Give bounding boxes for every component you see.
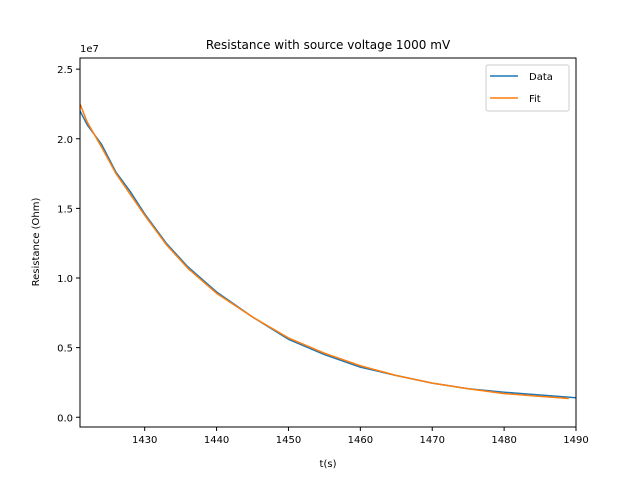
y-axis-label: Resistance (Ohm): [31, 197, 42, 286]
legend-label-fit: Fit: [529, 94, 541, 105]
series-line-fit: [80, 103, 569, 400]
series-layer: [80, 103, 576, 400]
x-tick-label: 1440: [204, 435, 229, 446]
y-tick-label: 0.5: [57, 344, 73, 355]
y-tick-label: 0.0: [57, 413, 73, 424]
y-tick-label: 2.0: [57, 135, 73, 146]
ticks-layer: 1430 1440 1450 1460 1470 1480 1490 0.0 0.5 1.0 1.5…: [57, 65, 589, 446]
legend-label-data: Data: [529, 72, 553, 83]
y-tick-label: 2.5: [57, 65, 73, 76]
legend-box: [485, 64, 570, 112]
y-tick-label: 1.0: [57, 274, 73, 285]
x-tick-label: 1450: [276, 435, 301, 446]
x-tick-label: 1430: [132, 435, 157, 446]
y-tick-label: 1.5: [57, 204, 73, 215]
plot-frame: [79, 57, 577, 428]
x-tick-label: 1470: [420, 435, 445, 446]
x-axis-label: t(s): [320, 459, 337, 470]
x-tick-label: 1490: [563, 435, 588, 446]
legend: Data Fit: [485, 64, 570, 112]
x-tick-label: 1480: [491, 435, 516, 446]
plot-area: [80, 58, 576, 427]
y-offset-label: 1e7: [80, 44, 99, 55]
x-tick-label: 1460: [348, 435, 373, 446]
chart-title: Resistance with source voltage 1000 mV: [206, 38, 451, 52]
